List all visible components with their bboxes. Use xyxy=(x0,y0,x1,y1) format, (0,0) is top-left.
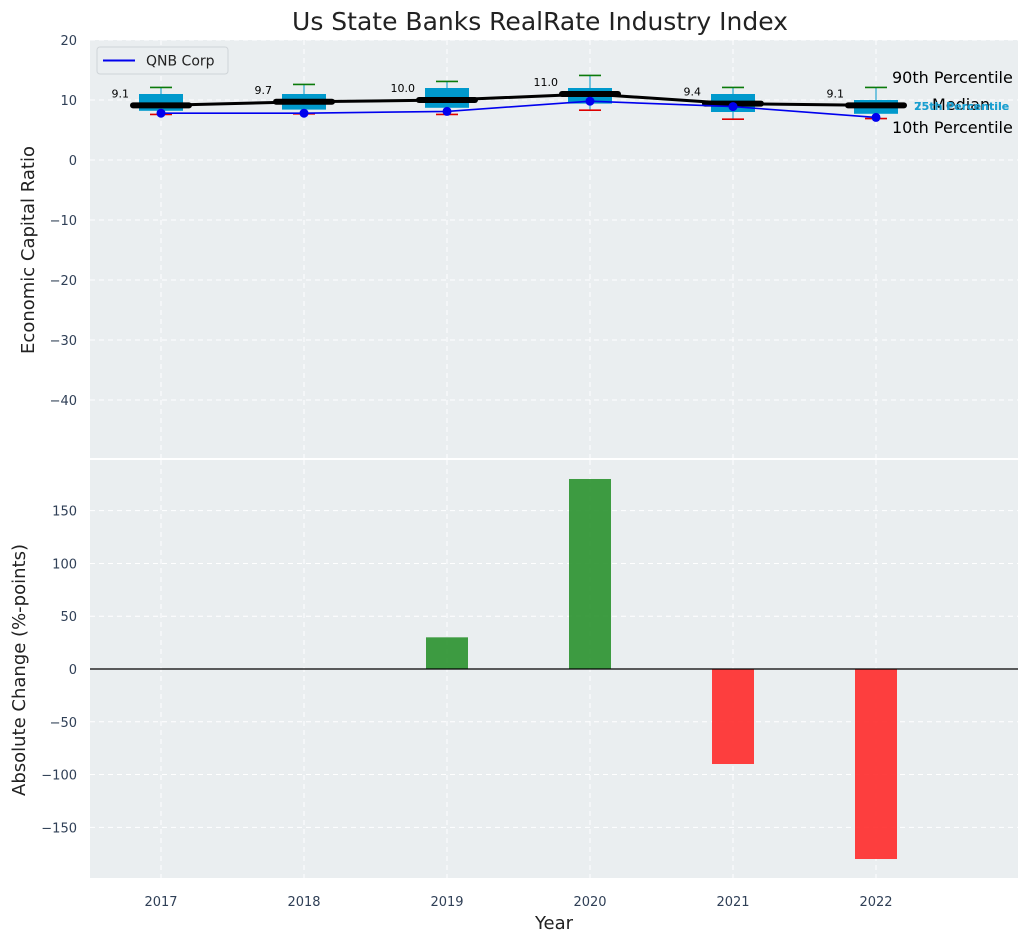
bottom-y-tick-label: 50 xyxy=(60,610,77,625)
top-y-tick-label: −10 xyxy=(50,214,77,229)
x-tick-label: 2021 xyxy=(716,895,749,910)
annotation-90th: 90th Percentile xyxy=(892,68,1013,87)
change-bar xyxy=(426,637,468,669)
bottom-y-tick-label: 0 xyxy=(69,663,77,678)
annotation-75th: 75th Percentile xyxy=(914,100,1009,113)
bottom-y-tick-label: −100 xyxy=(41,769,77,784)
x-tick-label: 2020 xyxy=(573,895,606,910)
top-y-tick-label: −30 xyxy=(50,334,77,349)
median-value-label: 9.7 xyxy=(255,84,273,97)
top-y-tick-label: −40 xyxy=(50,394,77,409)
bottom-y-tick-label: −50 xyxy=(50,716,77,731)
qnb-point xyxy=(728,102,738,112)
qnb-point xyxy=(871,112,881,122)
top-y-tick-label: 20 xyxy=(60,34,77,49)
median-value-label: 10.0 xyxy=(391,82,416,95)
legend-label-qnb: QNB Corp xyxy=(146,54,215,70)
x-tick-label: 2022 xyxy=(859,895,892,910)
annotation-25th: 25th Percentile xyxy=(914,100,1009,113)
top-y-tick-label: −20 xyxy=(50,274,77,289)
x-tick-label: 2017 xyxy=(144,895,177,910)
median-value-label: 11.0 xyxy=(534,76,559,89)
x-tick-label: 2018 xyxy=(287,895,320,910)
qnb-point xyxy=(156,108,166,118)
qnb-point xyxy=(585,96,595,106)
change-bar xyxy=(569,478,611,669)
x-tick-label: 2019 xyxy=(430,895,463,910)
legend: QNB Corp xyxy=(96,46,229,75)
bottom-y-tick-label: 100 xyxy=(52,557,77,572)
top-y-tick-label: 10 xyxy=(60,94,77,109)
qnb-point xyxy=(442,106,452,116)
top-panel: 20 10 0 −10 −20 −30 −40 9.1 9.7 10.0 11.0 9.4 9.1 90t… xyxy=(18,34,1018,458)
median-value-label: 9.4 xyxy=(684,86,702,99)
change-bar xyxy=(855,669,897,860)
top-y-tick-label: 0 xyxy=(69,154,77,169)
median-value-label: 9.1 xyxy=(112,87,130,100)
bottom-panel: 150 100 50 0 −50 −100 −150 2017 2018 2019 2020 2021… xyxy=(9,460,1018,934)
legend-box xyxy=(96,46,229,75)
qnb-line xyxy=(161,100,877,119)
x-axis-title: Year xyxy=(534,913,574,934)
bottom-y-axis-title: Absolute Change (%-points) xyxy=(9,544,30,796)
top-y-axis-title: Economic Capital Ratio xyxy=(18,146,39,354)
bottom-y-tick-label: −150 xyxy=(41,821,77,836)
qnb-point xyxy=(299,108,309,118)
chart-title: Us State Banks RealRate Industry Index xyxy=(292,7,788,36)
change-bar xyxy=(712,669,754,765)
bottom-y-tick-label: 150 xyxy=(52,505,77,520)
annotation-10th: 10th Percentile xyxy=(892,118,1013,137)
annotation-median: Median xyxy=(932,95,990,114)
median-value-label: 9.1 xyxy=(827,87,845,100)
